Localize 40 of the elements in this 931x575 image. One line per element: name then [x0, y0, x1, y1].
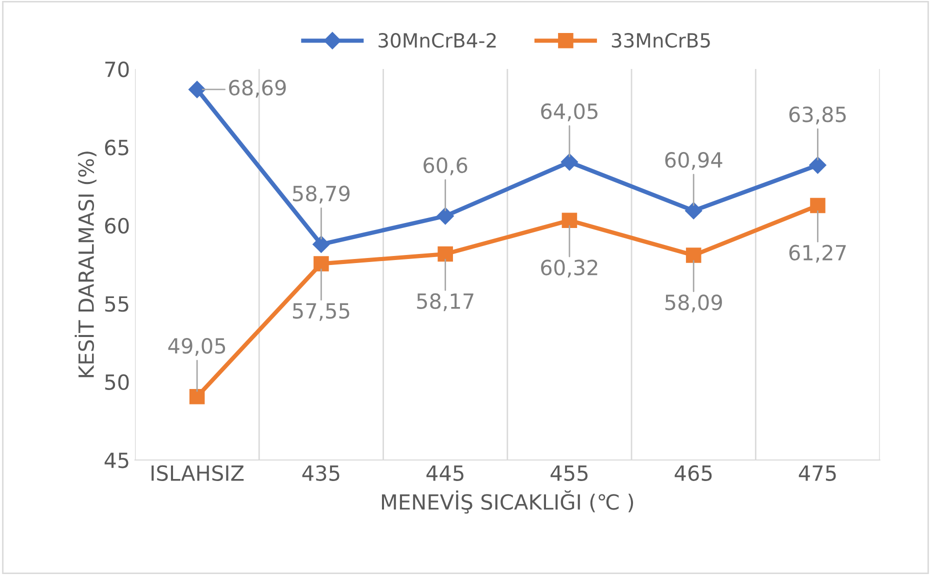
data-label: 68,69	[229, 80, 286, 98]
point	[686, 248, 702, 263]
legend-label: 33MnCrB5	[612, 33, 710, 48]
data-label: 60,32	[541, 260, 598, 278]
y-tick-label: 70	[105, 61, 129, 78]
point	[312, 236, 330, 253]
data-label: 61,27	[789, 244, 846, 263]
data-label: 49,05	[168, 338, 226, 356]
point	[188, 80, 206, 98]
x-tick-label: 455	[550, 466, 588, 481]
data-label: 58,17	[417, 293, 474, 312]
data-label: 58,09	[665, 294, 722, 312]
data-label: 63,85	[789, 106, 846, 124]
point	[685, 202, 702, 220]
point	[809, 156, 826, 174]
data-label: 58,79	[292, 186, 350, 204]
point	[438, 246, 453, 262]
point	[810, 198, 826, 214]
point	[560, 154, 578, 171]
x-axis-title: MENEVİŞ SICAKLIĞI (℃ )	[382, 490, 634, 514]
x-tick-label: 475	[798, 466, 836, 481]
point	[189, 389, 205, 404]
data-label: 57,55	[292, 303, 350, 321]
data-label: 60,6	[424, 157, 468, 176]
legend-label: 30MnCrB4-2	[378, 33, 496, 48]
y-axis-title: KESİT DARALMASI (%)	[74, 152, 96, 378]
y-tick-label: 60	[105, 218, 129, 234]
y-tick-label: 45	[104, 452, 128, 468]
y-tick-label: 65	[105, 140, 128, 156]
x-tick-label: 445	[426, 466, 464, 481]
x-tick-label: 465	[674, 465, 712, 481]
data-label: 64,05	[541, 103, 598, 122]
x-tick-label: 435	[302, 465, 340, 481]
data-label: 60,94	[665, 152, 722, 170]
y-tick-label: 55	[105, 296, 128, 312]
x-tick-label: ISLAHSIZ	[152, 465, 244, 481]
point	[314, 256, 329, 272]
point	[562, 212, 578, 228]
y-tick-label: 50	[105, 374, 129, 390]
point	[436, 207, 454, 225]
